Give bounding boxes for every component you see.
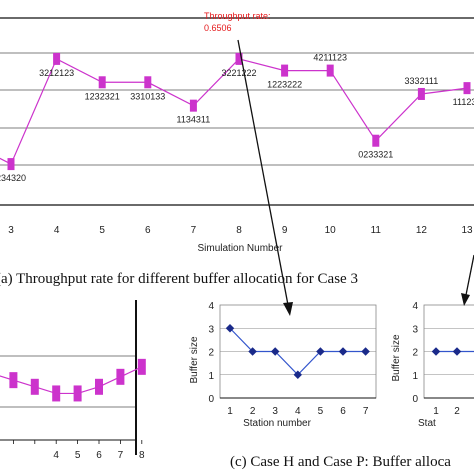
point-marker xyxy=(431,347,441,356)
y-tick-label: 0 xyxy=(412,394,418,405)
point-marker xyxy=(73,385,82,402)
point-marker xyxy=(463,82,471,95)
x-tick-label: 7 xyxy=(118,450,124,461)
chart-a: 234320 3212123 1232321 3310133 1134311 322122… xyxy=(0,17,474,236)
point-marker xyxy=(98,76,106,89)
arrow-head xyxy=(461,293,470,306)
point-marker xyxy=(95,378,103,395)
x-tick-label: 6 xyxy=(96,450,102,461)
x-tick-label: 13 xyxy=(461,225,473,236)
x-tick-label: 3 xyxy=(272,406,278,417)
chart-c-ylabel: Buffer size xyxy=(189,336,200,383)
y-tick-label: 2 xyxy=(412,348,418,359)
chart-a-xlabel: Simulation Number xyxy=(197,243,283,254)
data-label: 1223222 xyxy=(267,80,302,90)
data-label: 4211123 xyxy=(313,53,347,63)
chart-b: 4 5 6 7 8 xyxy=(0,300,146,461)
chart-c-xlabel: Station number xyxy=(243,418,311,429)
point-marker xyxy=(248,347,257,356)
x-tick-label: 2 xyxy=(454,406,460,417)
point-marker xyxy=(372,134,380,147)
data-label: 1232321 xyxy=(85,91,120,101)
y-tick-label: 1 xyxy=(412,371,418,382)
point-marker xyxy=(7,158,15,171)
point-marker xyxy=(270,347,280,356)
point-marker xyxy=(338,347,348,356)
arrow-head xyxy=(283,302,293,316)
point-marker xyxy=(53,52,61,65)
point-marker xyxy=(235,52,243,65)
data-label: 3332111 xyxy=(405,76,439,86)
point-marker xyxy=(225,324,235,333)
chart-d-xlabel: Stat xyxy=(418,418,436,429)
arrows xyxy=(237,39,474,316)
y-tick-label: 1 xyxy=(208,371,214,382)
chart-d: 0 1 2 3 4 1 2 xyxy=(412,301,474,417)
data-label: 234320 xyxy=(0,173,26,183)
arrow-line xyxy=(465,254,474,296)
point-marker xyxy=(452,347,462,356)
point-marker xyxy=(326,64,334,77)
x-tick-label: 5 xyxy=(75,450,81,461)
chart-a-caption: (a) Throughput rate for different buffer… xyxy=(0,271,358,287)
x-tick-label: 9 xyxy=(282,225,288,236)
annotation-line2: 0.6506 xyxy=(204,23,232,33)
arrow-line xyxy=(237,39,289,306)
data-label: 0233321 xyxy=(358,150,393,160)
point-marker xyxy=(30,378,39,395)
x-tick-label: 8 xyxy=(236,225,242,236)
point-marker xyxy=(144,76,152,89)
data-label: 3212123 xyxy=(39,68,74,78)
x-tick-label: 3 xyxy=(8,225,14,236)
y-tick-label: 3 xyxy=(412,324,418,335)
y-tick-label: 0 xyxy=(208,394,214,405)
x-tick-label: 4 xyxy=(54,225,60,236)
x-tick-label: 1 xyxy=(433,406,439,417)
y-tick-label: 4 xyxy=(412,301,418,312)
x-tick-label: 11 xyxy=(371,225,382,236)
x-tick-label: 7 xyxy=(363,406,369,417)
point-marker xyxy=(361,347,370,356)
data-label: 3310133 xyxy=(130,91,165,101)
x-tick-label: 7 xyxy=(191,225,197,236)
point-marker xyxy=(116,368,125,385)
x-tick-label: 2 xyxy=(250,406,256,417)
y-tick-label: 4 xyxy=(208,301,214,312)
chart-d-ylabel: Buffer size xyxy=(391,334,402,381)
data-label: 1134311 xyxy=(177,115,211,125)
data-label: 3221222 xyxy=(221,68,256,78)
annotation-line1: Throughput rate: xyxy=(204,11,271,21)
point-marker xyxy=(316,347,325,356)
point-marker xyxy=(9,372,18,389)
x-tick-label: 10 xyxy=(325,225,337,236)
x-tick-label: 1 xyxy=(227,406,233,417)
x-tick-label: 8 xyxy=(139,450,145,461)
chart-c-caption: (c) Case H and Case P: Buffer alloca xyxy=(230,454,451,470)
x-tick-label: 5 xyxy=(99,225,105,236)
point-marker xyxy=(189,99,197,112)
x-tick-label: 5 xyxy=(318,406,324,417)
x-tick-label: 6 xyxy=(145,225,151,236)
point-marker xyxy=(137,358,146,375)
point-marker xyxy=(52,385,61,402)
x-tick-label: 12 xyxy=(416,225,428,236)
x-tick-label: 6 xyxy=(340,406,346,417)
point-marker xyxy=(281,64,289,77)
chart-c: 0 1 2 3 4 1 2 3 4 5 6 7 xyxy=(208,301,377,417)
x-tick-label: 4 xyxy=(295,406,301,417)
series-line xyxy=(0,58,468,165)
point-marker xyxy=(293,370,303,379)
y-tick-label: 2 xyxy=(208,348,214,359)
point-marker xyxy=(417,87,425,100)
x-tick-label: 4 xyxy=(53,450,59,461)
y-tick-label: 3 xyxy=(208,324,214,335)
